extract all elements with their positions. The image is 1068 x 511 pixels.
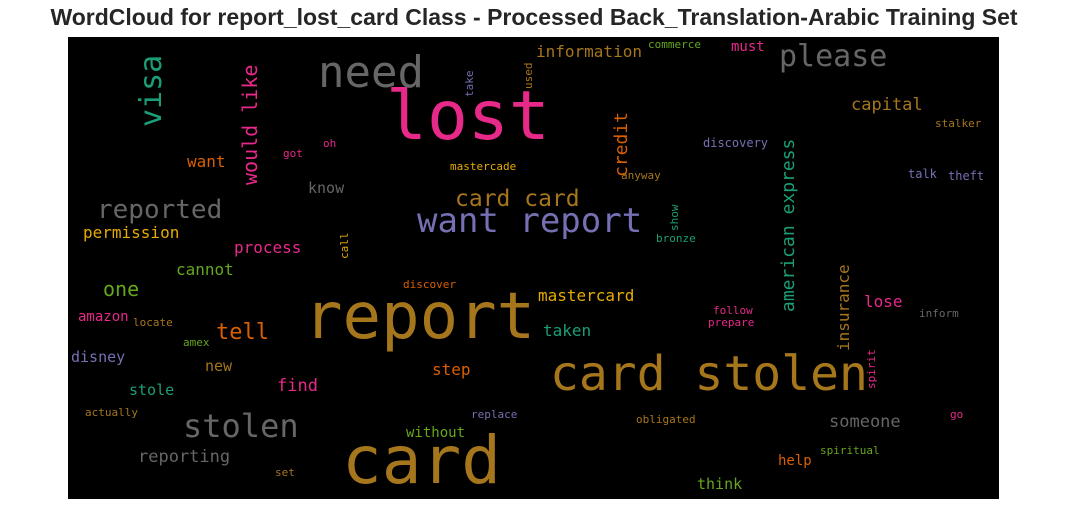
- word-talk: talk: [908, 167, 937, 181]
- word-bronze: bronze: [656, 232, 696, 245]
- word-new: new: [205, 357, 233, 375]
- word-take: take: [463, 70, 476, 98]
- word-prepare: prepare: [708, 316, 755, 329]
- word-tell: tell: [216, 320, 269, 345]
- word-credit: credit: [611, 111, 632, 177]
- word-want-report: want report: [417, 201, 643, 241]
- word-reporting: reporting: [138, 447, 231, 467]
- word-commerce: commerce: [648, 38, 701, 51]
- word-lost: lost: [386, 77, 550, 156]
- word-disney: disney: [71, 348, 126, 366]
- wordcloud-canvas: lost report card card stolen want report…: [68, 37, 999, 499]
- word-would-like: would like: [238, 64, 262, 185]
- word-help: help: [778, 453, 812, 469]
- word-spirit: spirit: [865, 349, 878, 389]
- word-stalker: stalker: [935, 117, 982, 130]
- word-spiritual: spiritual: [820, 444, 880, 457]
- word-mastercade: mastercade: [450, 160, 517, 173]
- word-know: know: [308, 179, 345, 197]
- word-think: think: [697, 475, 743, 493]
- word-discover: discover: [403, 278, 456, 291]
- word-mastercard: mastercard: [538, 286, 635, 305]
- word-card-card: card card: [455, 186, 580, 212]
- word-follow: follow: [713, 304, 753, 317]
- word-visa: visa: [134, 54, 169, 127]
- word-locate: locate: [133, 316, 173, 329]
- word-oh: oh: [323, 137, 337, 150]
- word-theft: theft: [948, 169, 985, 183]
- word-replace: replace: [471, 408, 518, 421]
- word-stolen: stolen: [183, 407, 299, 445]
- word-amazon: amazon: [78, 309, 129, 325]
- word-insurance: insurance: [834, 264, 853, 351]
- word-actually: actually: [85, 406, 138, 419]
- word-permission: permission: [83, 223, 180, 242]
- word-someone: someone: [829, 412, 901, 432]
- word-without: without: [406, 425, 466, 441]
- word-got: got: [283, 147, 303, 160]
- word-go: go: [950, 408, 964, 421]
- word-want: want: [187, 152, 226, 171]
- word-card: card: [342, 422, 501, 499]
- word-amex: amex: [183, 336, 210, 349]
- word-need: need: [318, 47, 424, 98]
- word-discovery: discovery: [703, 136, 769, 150]
- word-capital: capital: [851, 95, 923, 115]
- word-card-stolen: card stolen: [550, 346, 868, 402]
- word-cannot: cannot: [176, 260, 234, 279]
- word-used: used: [522, 62, 535, 90]
- word-reported: reported: [97, 195, 223, 225]
- word-set: set: [275, 466, 295, 479]
- word-find: find: [277, 376, 318, 396]
- word-call: call: [338, 232, 351, 260]
- word-information: information: [536, 42, 642, 61]
- word-taken: taken: [543, 321, 592, 340]
- word-please: please: [779, 39, 888, 74]
- word-american-express: american express: [778, 138, 799, 312]
- word-show: show: [668, 204, 681, 232]
- word-one: one: [103, 277, 140, 301]
- word-report: report: [304, 280, 536, 354]
- word-lose: lose: [864, 292, 903, 311]
- word-inform: inform: [919, 307, 959, 320]
- word-obligated: obligated: [636, 413, 696, 426]
- word-stole: stole: [129, 381, 175, 399]
- word-anyway: anyway: [621, 169, 661, 182]
- word-process: process: [234, 238, 302, 257]
- word-step: step: [432, 360, 471, 379]
- word-must: must: [731, 39, 765, 55]
- chart-title: WordCloud for report_lost_card Class - P…: [50, 4, 1018, 30]
